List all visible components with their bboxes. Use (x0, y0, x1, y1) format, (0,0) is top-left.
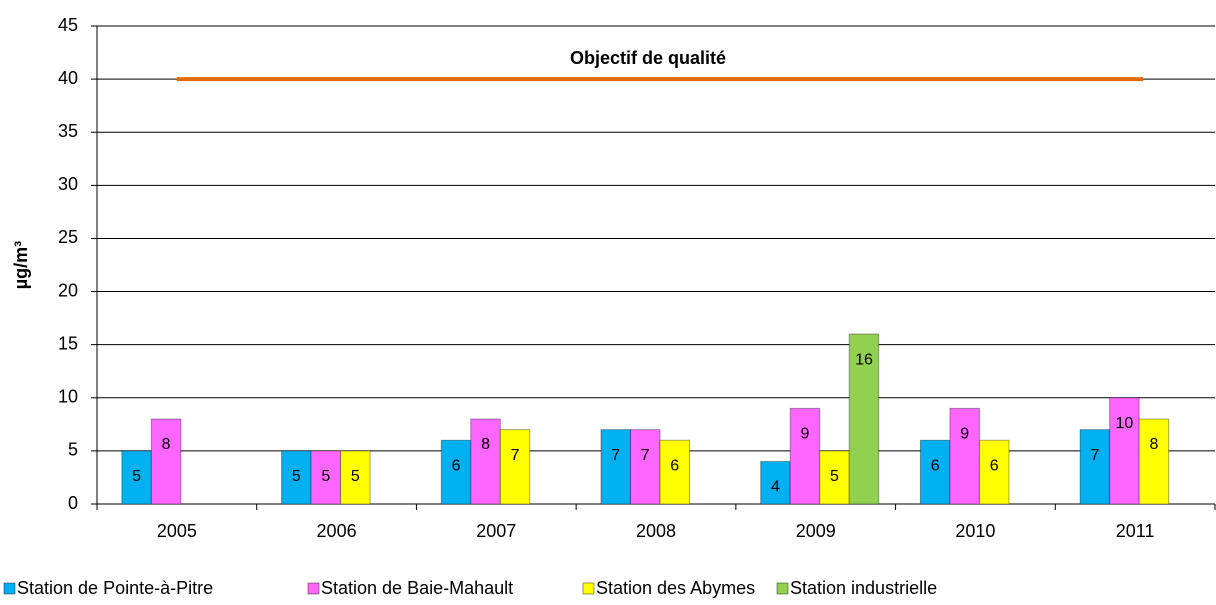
value-label: 7 (641, 447, 650, 464)
y-tick-label: 40 (58, 68, 78, 88)
y-tick-label: 0 (68, 493, 78, 513)
legend-swatch (307, 582, 320, 595)
bar (499, 429, 531, 505)
value-label: 7 (611, 447, 620, 464)
x-tick-label: 2011 (1116, 521, 1155, 541)
value-label: 8 (162, 436, 171, 453)
value-label: 9 (960, 426, 969, 443)
value-label: 6 (931, 457, 940, 474)
bar (470, 418, 501, 505)
legend-label: Station de Baie-Mahault (321, 578, 513, 598)
x-tick-label: 2007 (476, 521, 516, 541)
value-label: 6 (670, 457, 679, 474)
value-label: 5 (321, 468, 330, 485)
y-tick-label: 15 (58, 333, 78, 353)
bar (819, 450, 850, 505)
bar (848, 333, 880, 505)
legend-swatch (776, 582, 789, 595)
bar (919, 439, 951, 505)
value-label: 9 (801, 426, 810, 443)
bar (1138, 418, 1170, 505)
bar (630, 429, 661, 505)
value-label: 5 (132, 468, 141, 485)
value-label: 6 (452, 457, 461, 474)
bar (978, 439, 1010, 505)
y-tick-label: 45 (58, 15, 78, 35)
bar (440, 439, 472, 505)
bar (150, 418, 182, 505)
value-label: 4 (771, 479, 780, 496)
legend-label: Station industrielle (790, 578, 937, 598)
legend-swatch (3, 582, 16, 595)
value-label: 5 (292, 468, 301, 485)
y-tick-label: 5 (68, 440, 78, 460)
bar (600, 429, 631, 505)
value-label: 5 (351, 468, 360, 485)
value-label: 8 (1149, 436, 1158, 453)
value-label: 10 (1115, 415, 1133, 432)
x-tick-label: 2005 (157, 521, 197, 541)
value-label: 6 (990, 457, 999, 474)
bar (1079, 429, 1111, 505)
value-label: 8 (481, 436, 490, 453)
y-axis-label: µg/m³ (11, 241, 31, 289)
legend-label: Station de Pointe-à-Pitre (17, 578, 213, 598)
x-tick-label: 2010 (955, 521, 995, 541)
bar (659, 439, 690, 505)
legend-label: Station des Abymes (596, 578, 755, 598)
y-tick-label: 10 (58, 387, 78, 407)
value-label: 7 (511, 447, 520, 464)
target-label: Objectif de qualité (570, 48, 726, 68)
bar (310, 450, 342, 505)
bar (1109, 397, 1140, 505)
value-label: 5 (830, 468, 839, 485)
y-tick-label: 20 (58, 280, 78, 300)
bar (789, 407, 821, 505)
value-label: 16 (855, 351, 873, 368)
y-tick-label: 25 (58, 227, 78, 247)
x-tick-label: 2006 (317, 521, 357, 541)
bar (949, 407, 980, 505)
x-tick-label: 2009 (796, 521, 836, 541)
value-label: 7 (1090, 447, 1099, 464)
legend-swatch (582, 582, 595, 595)
x-tick-label: 2008 (636, 521, 676, 541)
y-tick-label: 35 (58, 121, 78, 141)
y-tick-label: 30 (58, 174, 78, 194)
bar (340, 450, 371, 505)
